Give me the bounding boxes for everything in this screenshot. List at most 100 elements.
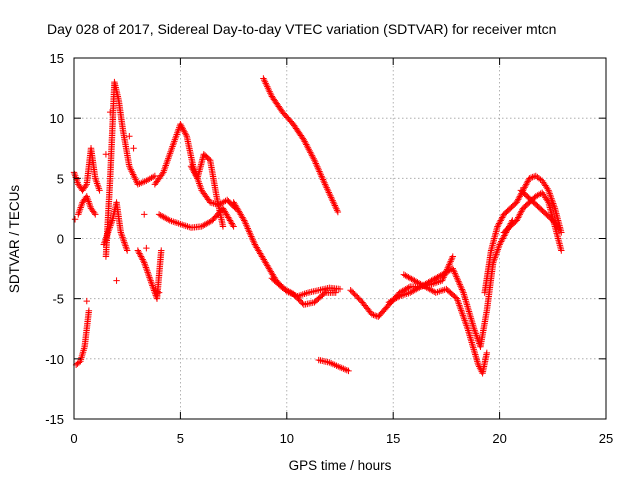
- data-point-marker: [538, 189, 546, 196]
- series-arc-main-b: [268, 275, 339, 308]
- data-point-marker: [499, 214, 506, 221]
- x-axis-label: GPS time / hours: [289, 458, 392, 473]
- data-point-marker: [354, 293, 361, 301]
- series-arc-high: [260, 75, 342, 216]
- data-point-marker: [134, 247, 142, 254]
- data-point-marker: [494, 223, 501, 230]
- data-point-marker: [139, 256, 146, 263]
- data-point-marker: [515, 194, 523, 202]
- data-point-marker: [448, 254, 456, 262]
- data-point-marker: [124, 247, 131, 254]
- data-point-marker: [248, 233, 255, 240]
- y-tick-labels: -15 -10 -5 0 5 10 15: [45, 51, 64, 427]
- x-tick-label: 0: [70, 431, 77, 446]
- data-point-marker: [321, 181, 329, 188]
- data-point-marker: [452, 271, 459, 279]
- data-point-marker: [350, 289, 357, 297]
- data-point-marker: [219, 223, 227, 230]
- series-arc-late-a: [481, 172, 565, 296]
- series-arc-early-c: [72, 307, 93, 369]
- data-point-marker: [521, 184, 528, 191]
- series-arc-spike-b: [100, 199, 131, 254]
- data-point-marker: [320, 177, 327, 185]
- data-point-marker: [334, 208, 342, 216]
- data-point-marker: [182, 131, 190, 138]
- data-point-marker: [243, 223, 251, 231]
- data-point-marker: [320, 290, 327, 298]
- data-point-marker: [542, 194, 549, 201]
- data-point-marker: [543, 195, 550, 203]
- data-point-marker: [515, 214, 522, 221]
- data-point-marker: [310, 155, 317, 162]
- data-point-marker: [541, 180, 548, 188]
- data-point-marker: [249, 236, 256, 243]
- data-point-marker: [524, 178, 531, 185]
- x-tick-label: 5: [177, 431, 184, 446]
- data-point-marker: [71, 216, 79, 223]
- data-point-marker: [155, 289, 163, 296]
- data-point-marker: [540, 179, 547, 186]
- data-point-marker: [523, 181, 530, 188]
- data-point-marker: [497, 217, 504, 224]
- series-arc-early-b: [75, 193, 99, 218]
- data-point-marker: [188, 164, 196, 172]
- data-point-marker: [446, 261, 453, 268]
- data-point-marker: [324, 187, 332, 195]
- series-arc-morning-b: [155, 205, 237, 231]
- data-point-marker: [327, 192, 334, 199]
- data-point-marker: [543, 183, 550, 191]
- chart-title: Day 028 of 2017, Sidereal Day-to-day VTE…: [47, 21, 556, 37]
- data-point-marker: [451, 268, 458, 275]
- data-point-marker: [498, 236, 506, 244]
- data-point-marker: [246, 230, 254, 237]
- data-point-marker: [250, 238, 257, 245]
- data-point-marker: [190, 167, 197, 175]
- data-point-marker: [540, 191, 547, 198]
- data-point-marker: [330, 200, 338, 208]
- data-point-marker: [296, 297, 304, 304]
- data-point-marker: [143, 244, 150, 252]
- data-point-marker: [230, 223, 237, 230]
- data-point-marker: [140, 257, 147, 265]
- data-point-marker: [495, 220, 503, 227]
- data-point-marker: [82, 182, 89, 190]
- data-point-marker: [318, 173, 325, 180]
- data-point-marker: [373, 312, 380, 320]
- data-point-marker: [312, 160, 320, 167]
- data-point-marker: [332, 289, 339, 296]
- data-point-marker: [316, 169, 324, 177]
- data-point-marker: [151, 172, 159, 180]
- data-point-marker: [449, 265, 456, 272]
- data-point-marker: [242, 220, 249, 227]
- data-point-marker: [231, 204, 238, 211]
- data-point-marker: [455, 279, 463, 287]
- data-point-marker: [181, 128, 188, 135]
- series-arc-morning-a: [151, 120, 239, 212]
- data-point-marker: [325, 189, 333, 196]
- series-arc-low: [315, 356, 352, 375]
- data-point-marker: [191, 170, 199, 178]
- data-point-marker: [347, 287, 354, 294]
- y-axis-label: SDTVAR / TECUs: [7, 185, 22, 294]
- data-point-marker: [538, 177, 546, 184]
- data-point-marker: [497, 239, 504, 247]
- data-point-marker: [289, 290, 297, 298]
- data-point-marker: [345, 367, 352, 375]
- data-point-marker: [295, 296, 302, 303]
- data-point-marker: [319, 174, 326, 182]
- data-point-marker: [541, 192, 548, 200]
- data-point-marker: [85, 307, 93, 314]
- data-series: [70, 75, 565, 377]
- data-point-marker: [316, 168, 323, 175]
- data-point-marker: [514, 215, 521, 223]
- data-point-marker: [158, 247, 165, 254]
- data-point-marker: [405, 284, 412, 291]
- y-tick-label: 0: [57, 232, 64, 247]
- data-point-marker: [205, 155, 213, 163]
- data-point-marker: [527, 174, 535, 181]
- data-point-marker: [456, 281, 464, 288]
- data-point-marker: [516, 211, 524, 218]
- data-point-marker: [248, 234, 256, 242]
